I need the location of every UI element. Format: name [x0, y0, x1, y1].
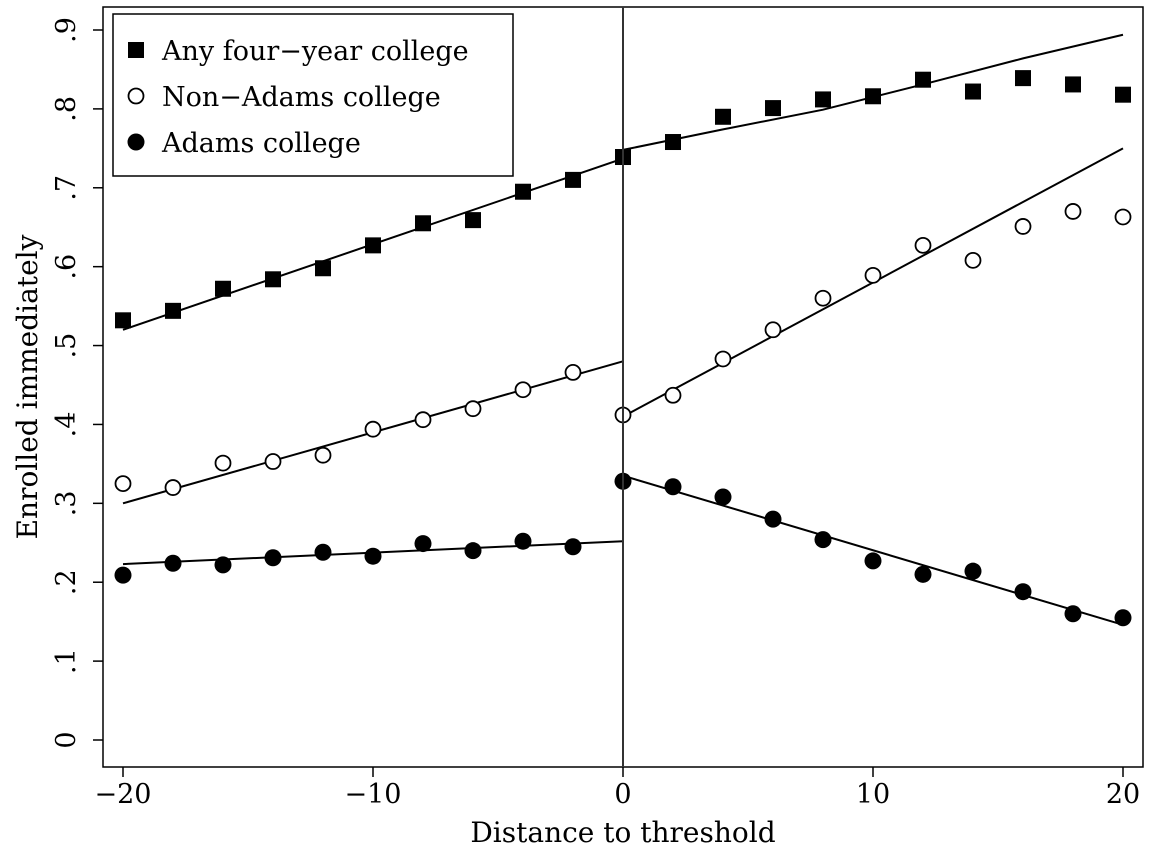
y-tick-label: .4 [51, 412, 82, 438]
hollow-circle-marker [264, 453, 282, 470]
square-marker [165, 302, 181, 319]
square-marker [215, 280, 231, 297]
square-marker [715, 108, 731, 125]
y-tick-label: 0 [51, 731, 82, 748]
filled-circle-marker [214, 556, 232, 574]
hollow-circle-marker [1064, 203, 1082, 220]
square-marker [365, 237, 381, 254]
square-marker [815, 91, 831, 108]
filled-circle-marker [114, 566, 132, 584]
filled-circle-marker [514, 532, 532, 550]
y-tick-label: .1 [51, 648, 82, 674]
filled-circle-marker [464, 542, 482, 560]
square-marker [965, 83, 981, 100]
hollow-circle-marker [1114, 208, 1132, 226]
hollow-circle-marker [1014, 218, 1032, 235]
square-marker [1115, 86, 1131, 103]
hollow-circle-marker [564, 363, 582, 381]
filled-circle-marker [664, 478, 682, 496]
hollow-circle-marker [864, 266, 882, 284]
filled-circle-marker [714, 488, 732, 506]
y-axis-title: Enrolled immediately [11, 234, 44, 539]
filled-circle-marker [1014, 583, 1032, 601]
x-tick-label: −20 [95, 779, 152, 810]
square-marker [265, 271, 281, 288]
square-marker [128, 42, 144, 58]
filled-circle-marker [914, 565, 932, 583]
x-tick-label: −10 [345, 779, 402, 810]
square-marker [665, 134, 681, 151]
legend: Any four−year college Non−Adams college Ad… [112, 13, 514, 177]
hollow-circle-marker [914, 236, 932, 254]
hollow-circle-marker [114, 475, 132, 493]
data-markers [114, 70, 1132, 627]
filled-circle-marker [364, 547, 382, 565]
x-tick-label: 0 [614, 779, 631, 810]
hollow-circle-marker [414, 411, 432, 429]
hollow-circle-marker [714, 350, 732, 368]
filled-circle-marker [414, 535, 432, 553]
filled-circle-marker [164, 554, 182, 572]
filled-circle-marker [964, 562, 982, 580]
filled-circle-marker [864, 552, 882, 570]
y-tick-label: .9 [51, 17, 82, 43]
square-marker [515, 183, 531, 200]
hollow-circle-marker [664, 386, 682, 404]
square-marker [565, 171, 581, 188]
axes: −20 −10 0 10 20 0 .1 .2 .3 .4 .5 .6 .7 .8 .9 [51, 6, 1144, 810]
filled-circle-marker [764, 510, 782, 528]
y-tick-label: .2 [51, 569, 82, 595]
hollow-circle-marker [214, 454, 232, 472]
filled-circle-marker [127, 133, 145, 151]
y-tick-label: .7 [51, 175, 82, 201]
hollow-circle-marker [164, 479, 182, 496]
filled-circle-marker [264, 549, 282, 567]
square-marker [315, 260, 331, 277]
y-tick-label: .8 [51, 96, 82, 122]
square-marker [1065, 76, 1081, 93]
square-marker [465, 212, 481, 229]
y-tick-label: .5 [51, 333, 82, 359]
square-marker [415, 215, 431, 232]
square-marker [915, 71, 931, 88]
hollow-circle-marker [364, 420, 382, 438]
x-tick-label: 20 [1106, 779, 1140, 810]
square-marker [115, 312, 131, 329]
hollow-circle-marker [964, 251, 982, 269]
hollow-circle-marker [314, 446, 332, 464]
square-marker [865, 88, 881, 105]
legend-label: Non−Adams college [162, 82, 441, 113]
legend-label: Any four−year college [161, 36, 469, 67]
legend-label: Adams college [161, 128, 361, 159]
filled-circle-marker [1064, 605, 1082, 623]
hollow-circle-marker [514, 381, 532, 399]
square-marker [1015, 70, 1031, 87]
fit-line [622, 474, 1124, 626]
y-tick-label: .3 [51, 490, 82, 516]
filled-circle-marker [564, 538, 582, 556]
hollow-circle-marker [464, 400, 482, 418]
hollow-circle-marker [814, 289, 832, 307]
y-tick-label: .6 [51, 254, 82, 280]
filled-circle-marker [314, 543, 332, 561]
x-tick-label: 10 [856, 779, 890, 810]
x-axis-title: Distance to threshold [470, 816, 775, 849]
filled-circle-marker [1114, 609, 1132, 627]
filled-circle-marker [814, 531, 832, 549]
square-marker [765, 100, 781, 117]
legend-box [112, 13, 514, 177]
hollow-circle-marker [127, 87, 145, 105]
hollow-circle-marker [764, 321, 782, 339]
